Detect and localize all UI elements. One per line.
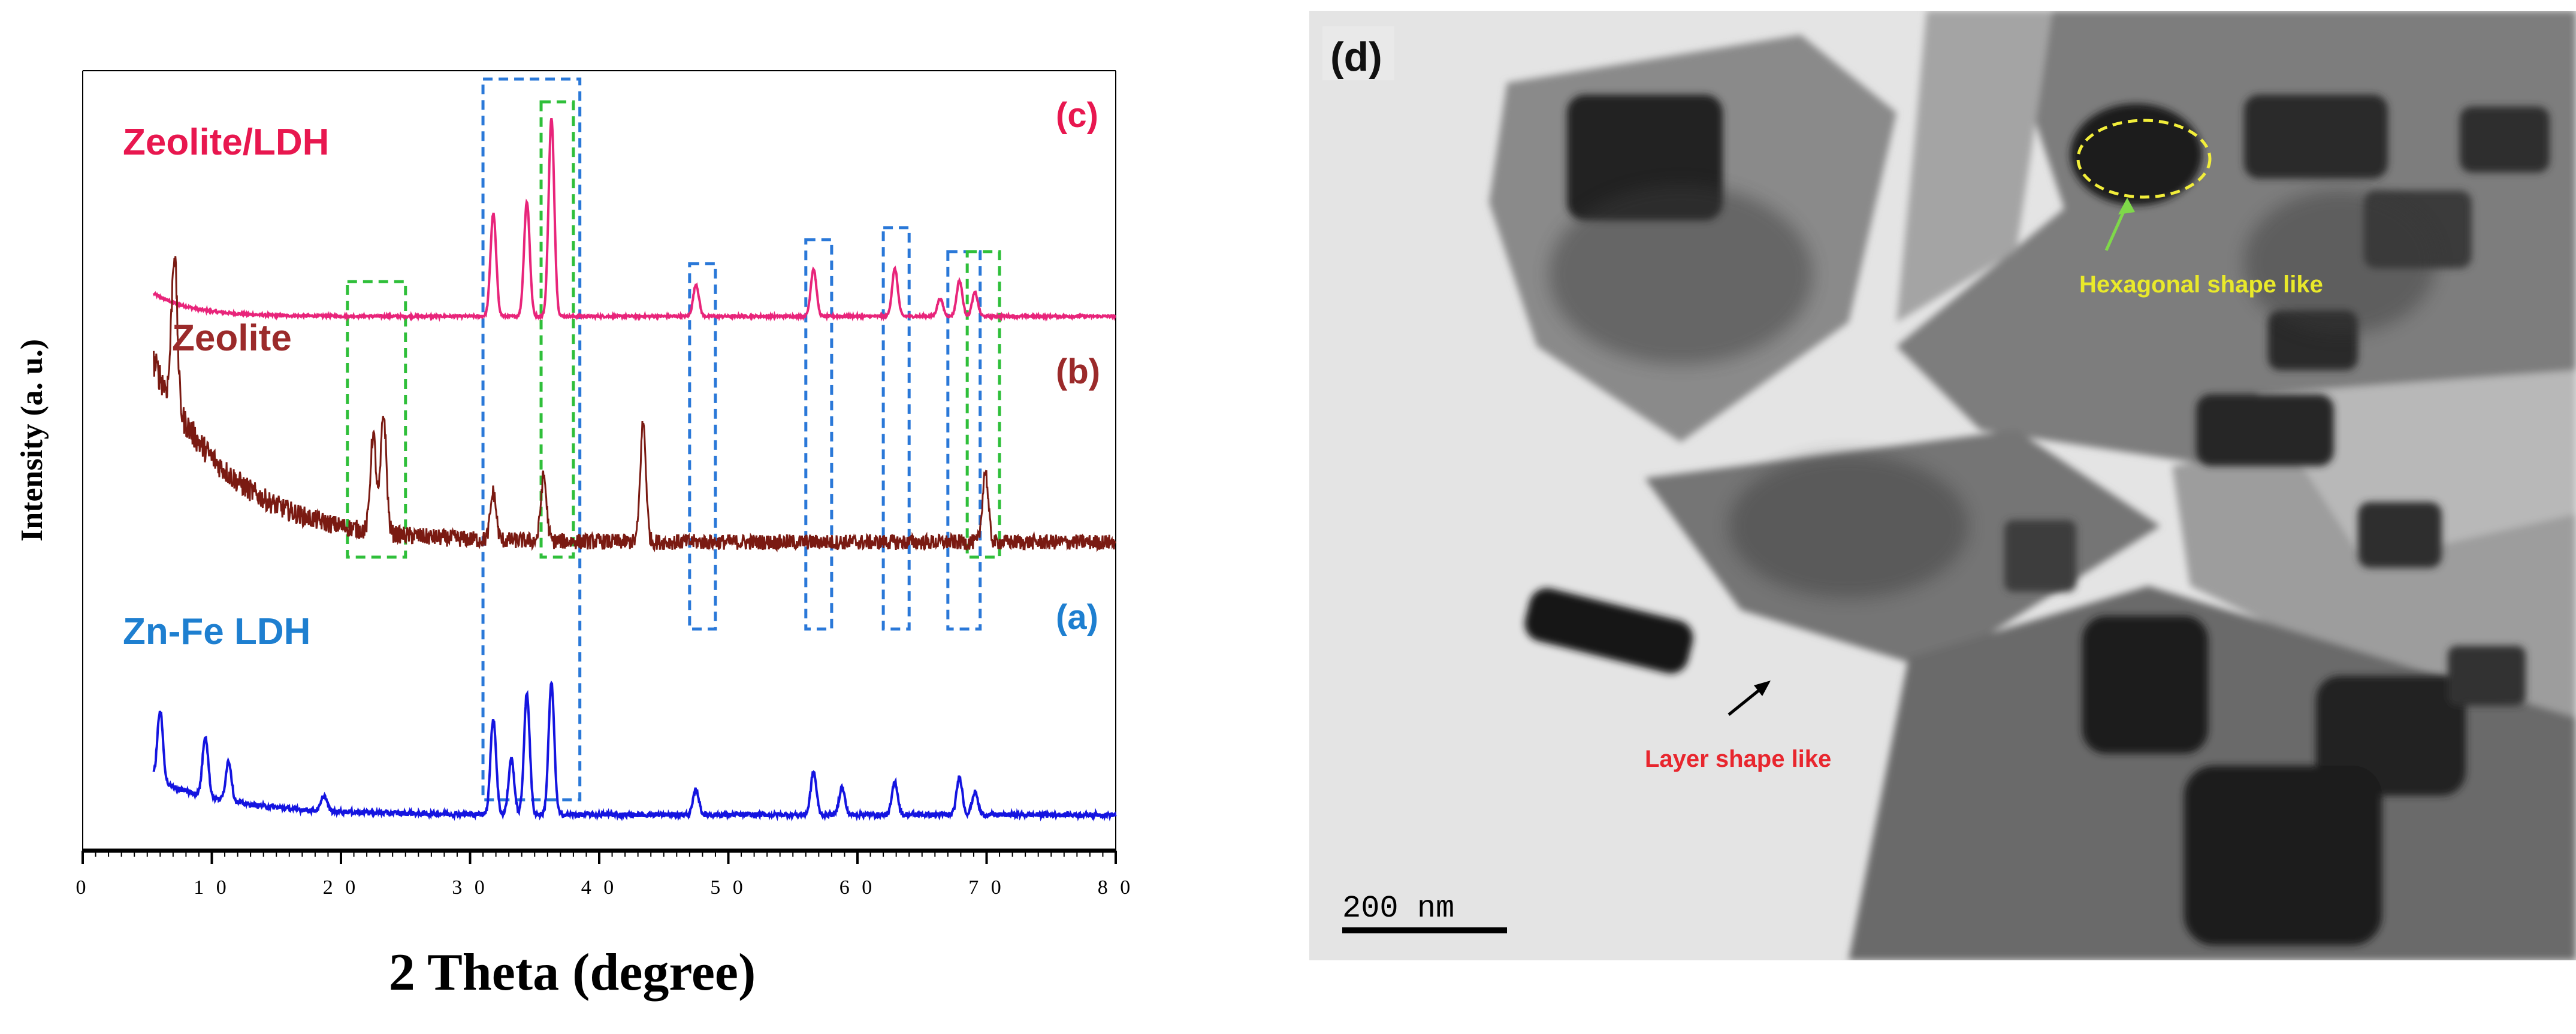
dark-crystal-2: [2244, 95, 2388, 179]
highlight-boxes: [346, 77, 1001, 802]
highlight-box: [481, 77, 582, 802]
x-tick-label: 8 0: [1098, 876, 1134, 899]
dark-rod: [1524, 588, 1693, 674]
dark-crystal-9: [2316, 676, 2466, 796]
series-tag-b: (b): [1056, 352, 1100, 391]
layer-arrowhead: [1754, 681, 1771, 696]
series-line-2: [152, 681, 1117, 822]
dark-crystal-4: [2460, 107, 2550, 173]
highlight-box: [688, 262, 717, 631]
texture-blob-2: [1729, 454, 1968, 598]
tem-micrograph-panel: Hexagonal shape like Layer shape like (d…: [1309, 11, 2576, 960]
y-axis-label: Intensity (a. u.): [15, 339, 49, 542]
series-label-zeolite-ldh: Zeolite/LDH: [123, 122, 329, 163]
x-tick-label: 0: [76, 876, 90, 899]
series-tag-c: (c): [1056, 96, 1098, 135]
hexagonal-highlight-ellipse: [2076, 119, 2212, 199]
panel-label-d: (d): [1330, 34, 1382, 80]
x-tick-label: 1 0: [194, 876, 230, 899]
highlight-box: [965, 250, 1001, 559]
x-tick-label: 2 0: [323, 876, 360, 899]
light-flake: [1896, 11, 2052, 322]
dark-crystal-7: [2196, 394, 2334, 466]
dark-particle-ring: [2070, 104, 2202, 205]
x-axis-label: 2 Theta (degree): [389, 944, 756, 1002]
xrd-chart-panel: 0 1 0 2 0 3 0 4 0 5 0 6 0 7 0 8 0 Zeolite/LDH (c…: [0, 0, 1138, 1031]
layer-annotation: Layer shape like: [1645, 746, 1831, 772]
highlight-box: [539, 100, 575, 559]
x-tick-label: 5 0: [710, 876, 747, 899]
x-tick-label: 4 0: [581, 876, 618, 899]
tem-dark-particles: [1524, 95, 2550, 945]
texture-blob-1: [1549, 185, 1813, 364]
highlight-box: [881, 226, 911, 631]
series-layer: [152, 117, 1117, 822]
series-line-1: [153, 256, 1116, 552]
tem-micrograph: Hexagonal shape like Layer shape like (d…: [1309, 11, 2576, 960]
dark-crystal-12: [2448, 646, 2526, 706]
axes-layer: 0 1 0 2 0 3 0 4 0 5 0 6 0 7 0 8 0: [76, 70, 1134, 899]
tem-texture: [1549, 185, 2436, 598]
dark-crystal-11: [2004, 520, 2076, 592]
x-tick-label: 7 0: [968, 876, 1005, 899]
highlight-box: [346, 280, 407, 559]
x-tick-label: 6 0: [839, 876, 876, 899]
texture-blob-3: [2244, 191, 2436, 334]
series-tag-a: (a): [1056, 598, 1098, 637]
scale-bar: [1342, 927, 1507, 933]
hexagonal-arrowhead: [2118, 198, 2135, 214]
dark-crystal-8: [2082, 616, 2208, 754]
series-label-zeolite: Zeolite: [172, 318, 292, 359]
hexagonal-annotation: Hexagonal shape like: [2079, 271, 2323, 298]
gray-sheet-large: [1896, 11, 2576, 478]
panel-label-background: [1322, 26, 1394, 80]
series-label-zn-fe-ldh: Zn-Fe LDH: [123, 611, 310, 652]
dark-crystal-10: [2184, 766, 2382, 945]
xrd-chart: 0 1 0 2 0 3 0 4 0 5 0 6 0 7 0 8 0 Zeolite/LDH (c…: [15, 70, 1134, 1002]
light-membrane: [2256, 370, 2576, 562]
scale-bar-label: 200 nm: [1342, 891, 1454, 926]
highlight-box: [946, 250, 982, 631]
x-ticks: 0 1 0 2 0 3 0 4 0 5 0 6 0 7 0 8 0: [76, 851, 1134, 899]
highlight-box: [804, 238, 833, 631]
x-tick-label: 3 0: [452, 876, 488, 899]
series-line-0: [152, 117, 1116, 322]
dark-crystal-6: [2358, 502, 2442, 568]
